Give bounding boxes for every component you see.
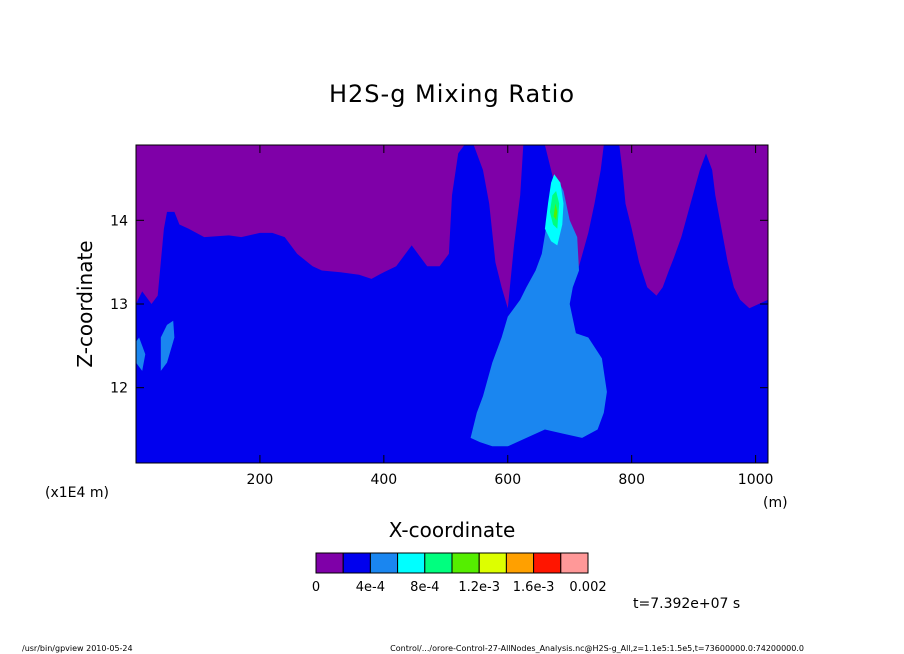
heatmap-regions — [136, 145, 768, 463]
contour-region-level-2-3 — [160, 320, 175, 371]
colorbar-label: 0.002 — [569, 580, 606, 595]
colorbar-label: 0 — [312, 580, 320, 595]
colorbar-swatch — [560, 552, 589, 574]
chart-title: H2S-g Mixing Ratio — [329, 80, 575, 108]
y-tick-label: 14 — [110, 213, 128, 229]
y-unit-label: (x1E4 m) — [45, 485, 109, 501]
y-axis: 12 13 14 — [110, 213, 768, 397]
x-tick-label: 1000 — [738, 472, 774, 488]
x-tick-label: 200 — [247, 472, 274, 488]
colorbar-label: 4e-4 — [356, 580, 385, 595]
contour-region-level-5-7 — [553, 203, 558, 221]
colorbar-swatch — [478, 552, 507, 574]
x-tick-label: 600 — [494, 472, 521, 488]
colorbar-swatch — [315, 552, 344, 574]
colorbar-label: 8e-4 — [410, 580, 439, 595]
colorbar-label: 1.6e-3 — [513, 580, 555, 595]
colorbar-swatch — [342, 552, 371, 574]
colorbar-swatch — [533, 552, 562, 574]
colorbar-label: 1.2e-3 — [458, 580, 500, 595]
footer-right: Control/.../orore-Control-27-AllNodes_An… — [390, 644, 804, 653]
y-tick-label: 12 — [110, 381, 128, 397]
contour-region-level-2-4 — [470, 178, 607, 447]
x-axis: 200 400 600 800 1000 — [247, 145, 774, 488]
colorbar-swatch — [505, 552, 535, 574]
x-tick-label: 400 — [370, 472, 397, 488]
contour-region-level-1-1 — [136, 145, 768, 463]
contour-region-level-2-2 — [136, 337, 146, 371]
colorbar — [315, 552, 589, 574]
colorbar-swatch — [424, 552, 453, 574]
colorbar-swatch — [369, 552, 399, 574]
y-axis-title: Z-coordinate — [73, 240, 97, 367]
colorbar-swatch — [451, 552, 480, 574]
time-label: t=7.392e+07 s — [633, 596, 740, 612]
x-unit-label: (m) — [763, 495, 788, 511]
x-axis-title: X-coordinate — [389, 518, 516, 542]
footer-left: /usr/bin/gpview 2010-05-24 — [22, 644, 133, 653]
colorbar-labels: 0 4e-4 8e-4 1.2e-3 1.6e-3 0.002 — [312, 580, 607, 595]
y-tick-label: 13 — [110, 297, 128, 313]
x-tick-label: 800 — [618, 472, 645, 488]
colorbar-swatch — [397, 552, 426, 574]
